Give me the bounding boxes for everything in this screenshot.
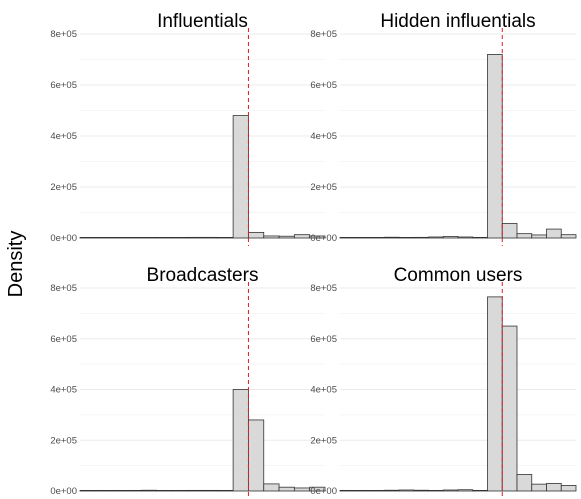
y-tick-label: 4e+05 [310, 131, 337, 142]
facet-title: Influentials [157, 11, 248, 32]
y-tick-label: 2e+05 [50, 435, 77, 446]
facet-panel: 0e+00 2e+05 4e+05 6e+05 8e+05 Common users [310, 265, 577, 499]
histogram-bar [171, 236, 188, 239]
histogram-bar [125, 489, 142, 492]
histogram-bar [278, 235, 295, 239]
histogram-bar [263, 483, 280, 492]
histogram-bar [560, 485, 577, 492]
histogram-bar [369, 236, 385, 239]
histogram-bar [110, 236, 127, 239]
histogram-bar [501, 325, 518, 492]
histogram-bar [171, 489, 188, 492]
histogram-bar [293, 234, 311, 239]
histogram-bar [472, 236, 488, 239]
y-tick-label: 2e+05 [50, 182, 77, 193]
histogram-bar [457, 236, 474, 239]
histogram-bar [339, 489, 356, 492]
histogram-bar [140, 236, 157, 239]
histogram-bar [202, 236, 219, 239]
y-tick-label: 8e+05 [50, 29, 77, 40]
facet-panel: 0e+00 2e+05 4e+05 6e+05 8e+05 Influentials [50, 11, 326, 246]
histogram-bar [79, 489, 96, 492]
histogram-bar [398, 489, 415, 492]
histogram-bar [487, 54, 503, 239]
histogram-bar [232, 115, 249, 239]
histogram-bar [369, 489, 385, 492]
histogram-bar [339, 236, 356, 239]
y-tick-label: 0e+00 [50, 486, 77, 497]
histogram-bar [516, 474, 533, 492]
y-tick-label: 8e+05 [50, 283, 77, 294]
histogram-bar [398, 236, 415, 239]
histogram-bar [156, 236, 173, 239]
y-tick-label: 6e+05 [310, 80, 337, 91]
histogram-bar [546, 482, 562, 492]
histogram-bar [428, 236, 444, 239]
histogram-bar [309, 486, 326, 492]
facet-panel: 0e+00 2e+05 4e+05 6e+05 8e+05 Broadcasters [50, 265, 326, 499]
histogram-bar [501, 223, 518, 239]
histogram-bar [383, 489, 400, 492]
histogram-bar [110, 489, 127, 492]
y-tick-label: 0e+00 [310, 486, 337, 497]
y-tick-label: 8e+05 [310, 283, 337, 294]
histogram-bar [442, 236, 459, 239]
histogram-bar [442, 489, 459, 492]
y-tick-label: 6e+05 [50, 80, 77, 91]
y-tick-label: 6e+05 [50, 334, 77, 345]
histogram-bar [531, 483, 547, 492]
facet-title: Hidden influentials [380, 11, 535, 32]
histogram-bar [309, 235, 326, 239]
histogram-bar [383, 236, 400, 239]
histogram-bar [232, 389, 249, 492]
histogram-bar [413, 236, 429, 239]
histogram-bar [560, 234, 577, 239]
histogram-bar [293, 487, 311, 492]
y-tick-label: 4e+05 [310, 385, 337, 396]
histogram-bar [354, 236, 370, 239]
histogram-bar [428, 489, 444, 492]
y-tick-label: 6e+05 [310, 334, 337, 345]
histogram-bar [79, 236, 96, 239]
histogram-bar [457, 489, 474, 492]
histogram-bar [263, 235, 280, 239]
histogram-bar [546, 228, 562, 239]
y-tick-label: 4e+05 [50, 385, 77, 396]
y-tick-label: 8e+05 [310, 29, 337, 40]
histogram-bar [278, 486, 295, 492]
histogram-bar [125, 236, 142, 239]
facet-title: Common users [394, 265, 523, 286]
y-tick-label: 4e+05 [50, 131, 77, 142]
histogram-bar [140, 489, 157, 492]
facet-panel: 0e+00 2e+05 4e+05 6e+05 8e+05 Hidden influent… [310, 11, 577, 246]
histogram-bar [487, 296, 503, 492]
histogram-bar [472, 489, 488, 492]
histogram-bar [202, 489, 219, 492]
histogram-bar [248, 231, 265, 239]
histogram-bar [516, 233, 533, 239]
y-tick-label: 2e+05 [310, 182, 337, 193]
histogram-bar [156, 489, 173, 492]
histogram-bar [413, 489, 429, 492]
facet-title: Broadcasters [147, 265, 259, 286]
y-tick-label: 2e+05 [310, 435, 337, 446]
y-tick-label: 0e+00 [310, 233, 337, 244]
histogram-bar [94, 236, 112, 239]
histogram-bar [186, 489, 203, 492]
histogram-bar [531, 234, 547, 239]
y-axis-label: Density [5, 231, 27, 298]
histogram-bar [248, 419, 265, 492]
histogram-bar [186, 236, 203, 239]
histogram-bar [94, 489, 112, 492]
histogram-bar [217, 489, 234, 492]
histogram-bar [217, 236, 234, 239]
histogram-bar [354, 489, 370, 492]
y-tick-label: 0e+00 [50, 233, 77, 244]
